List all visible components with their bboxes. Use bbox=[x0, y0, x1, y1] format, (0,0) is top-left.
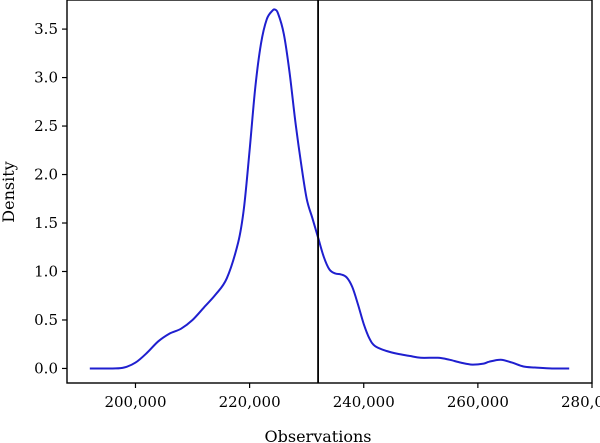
x-tick-label: 280,000 bbox=[561, 393, 600, 411]
y-tick-label: 3.5 bbox=[34, 20, 58, 38]
x-tick-label: 200,000 bbox=[104, 393, 166, 411]
y-tick-label: 0.5 bbox=[34, 311, 58, 329]
plot-frame bbox=[66, 0, 593, 384]
x-tick-label: 260,000 bbox=[447, 393, 509, 411]
y-tick-label: 0.0 bbox=[34, 359, 58, 377]
y-tick-label: 2.0 bbox=[34, 166, 58, 184]
y-axis-title: Density bbox=[0, 161, 18, 222]
y-tick-label: 1.5 bbox=[34, 214, 58, 232]
x-tick-label: 220,000 bbox=[219, 393, 281, 411]
y-axis: 0.0 0.5 1.0 1.5 2.0 2.5 3.0 3.5 bbox=[34, 20, 67, 377]
density-curve bbox=[89, 8, 570, 370]
x-axis: 200,000 220,000 240,000 260,000 280,000 bbox=[104, 383, 600, 411]
x-axis-title: Observations bbox=[265, 427, 372, 443]
y-tick-label: 2.5 bbox=[34, 117, 58, 135]
y-tick-label: 1.0 bbox=[34, 262, 58, 280]
x-tick-label: 240,000 bbox=[333, 393, 395, 411]
y-tick-label: 3.0 bbox=[34, 69, 58, 87]
